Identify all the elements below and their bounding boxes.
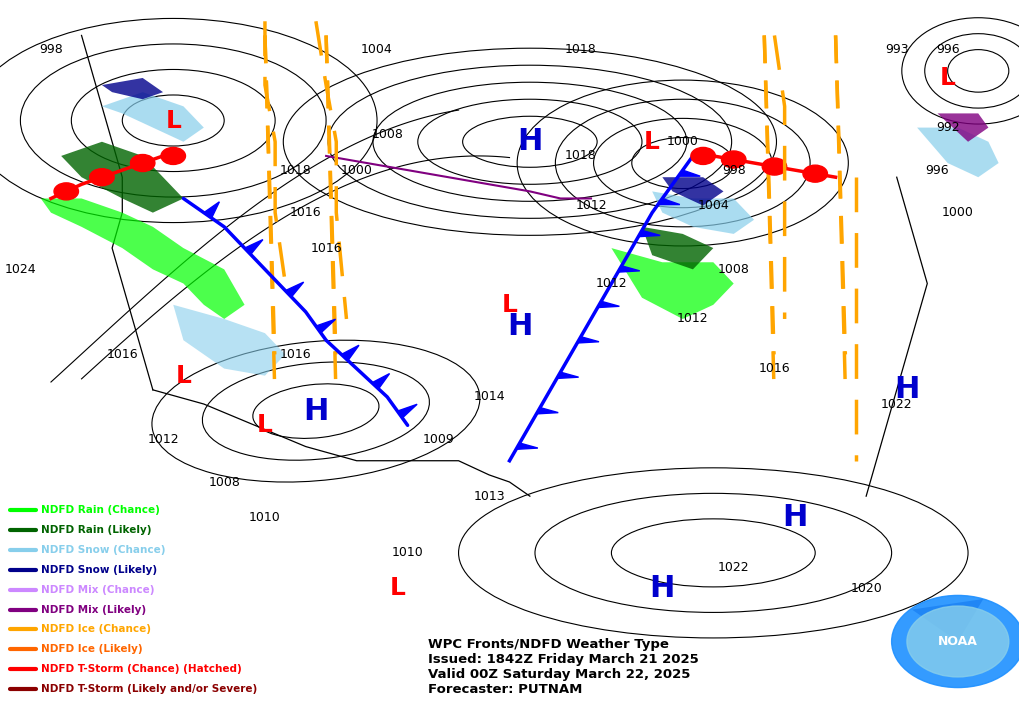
Polygon shape <box>204 201 219 218</box>
Text: 1010: 1010 <box>391 546 424 560</box>
Text: 1012: 1012 <box>595 277 628 290</box>
Polygon shape <box>285 282 304 297</box>
Text: 1018: 1018 <box>565 150 597 162</box>
Text: NDFD Ice (Likely): NDFD Ice (Likely) <box>41 644 143 654</box>
Polygon shape <box>937 113 988 142</box>
Text: L: L <box>175 364 192 387</box>
Circle shape <box>130 155 155 172</box>
Text: 1016: 1016 <box>106 348 139 361</box>
Polygon shape <box>516 443 538 449</box>
Circle shape <box>161 147 185 164</box>
Text: H: H <box>783 503 807 532</box>
Text: 1008: 1008 <box>208 476 240 488</box>
Text: L: L <box>257 413 273 437</box>
Polygon shape <box>662 177 723 206</box>
Text: 1016: 1016 <box>310 241 342 255</box>
Text: NDFD Mix (Chance): NDFD Mix (Chance) <box>41 585 154 595</box>
Text: 1013: 1013 <box>473 490 505 503</box>
Text: WPC Fronts/NDFD Weather Type
Issued: 1842Z Friday March 21 2025
Valid 00Z Saturd: WPC Fronts/NDFD Weather Type Issued: 184… <box>428 638 699 696</box>
Circle shape <box>721 151 746 168</box>
Polygon shape <box>642 227 713 269</box>
Text: NDFD Snow (Chance): NDFD Snow (Chance) <box>41 545 165 555</box>
Text: L: L <box>940 66 956 90</box>
Polygon shape <box>102 92 204 142</box>
Text: 1020: 1020 <box>850 582 882 595</box>
Text: 1008: 1008 <box>371 128 404 141</box>
Text: NDFD Snow (Likely): NDFD Snow (Likely) <box>41 565 157 575</box>
Text: 1024: 1024 <box>4 263 37 276</box>
Text: 998: 998 <box>39 43 63 56</box>
Text: 998: 998 <box>721 164 746 177</box>
Polygon shape <box>341 345 359 360</box>
Polygon shape <box>577 337 599 343</box>
Text: NOAA: NOAA <box>937 635 978 648</box>
Polygon shape <box>173 305 285 376</box>
Text: 1018: 1018 <box>565 43 597 56</box>
Circle shape <box>90 169 114 186</box>
Text: 1010: 1010 <box>249 511 281 524</box>
Text: 1009: 1009 <box>422 433 454 446</box>
Polygon shape <box>397 404 417 418</box>
Text: 1016: 1016 <box>279 348 312 361</box>
Text: NDFD Ice (Chance): NDFD Ice (Chance) <box>41 624 151 634</box>
Text: L: L <box>501 293 518 317</box>
Text: H: H <box>518 127 542 156</box>
Polygon shape <box>679 170 700 176</box>
Polygon shape <box>556 372 579 379</box>
Polygon shape <box>316 319 335 333</box>
Circle shape <box>54 183 78 200</box>
Polygon shape <box>245 240 263 254</box>
Text: NDFD Mix (Likely): NDFD Mix (Likely) <box>41 604 146 614</box>
Text: 1008: 1008 <box>717 263 750 276</box>
Text: L: L <box>644 130 660 154</box>
Text: L: L <box>389 576 406 600</box>
Polygon shape <box>536 407 558 414</box>
Text: 1012: 1012 <box>575 199 607 212</box>
Text: NDFD Rain (Likely): NDFD Rain (Likely) <box>41 525 151 535</box>
Text: 996: 996 <box>935 43 960 56</box>
Text: H: H <box>895 375 919 404</box>
Polygon shape <box>618 266 640 272</box>
Text: 996: 996 <box>925 164 950 177</box>
Text: H: H <box>650 574 675 603</box>
Circle shape <box>907 606 1009 677</box>
Text: 993: 993 <box>884 43 909 56</box>
Text: 1016: 1016 <box>758 362 791 375</box>
Text: L: L <box>165 108 181 132</box>
Polygon shape <box>372 374 389 389</box>
Polygon shape <box>611 248 734 319</box>
Text: 1000: 1000 <box>942 206 974 219</box>
Text: 1016: 1016 <box>289 206 322 219</box>
Circle shape <box>762 158 787 175</box>
Text: 1014: 1014 <box>473 390 505 404</box>
Polygon shape <box>917 127 999 177</box>
Text: NDFD Rain (Chance): NDFD Rain (Chance) <box>41 506 160 515</box>
Text: NDFD T-Storm (Likely and/or Severe): NDFD T-Storm (Likely and/or Severe) <box>41 684 257 694</box>
Polygon shape <box>597 301 620 308</box>
Polygon shape <box>652 192 754 234</box>
Text: 1004: 1004 <box>361 43 393 56</box>
Polygon shape <box>638 231 660 236</box>
Text: 1012: 1012 <box>677 313 709 325</box>
Text: 1018: 1018 <box>279 164 312 177</box>
Text: H: H <box>304 397 328 426</box>
Text: 1022: 1022 <box>880 397 913 411</box>
Text: 992: 992 <box>935 121 960 134</box>
Text: 1022: 1022 <box>717 560 750 574</box>
Text: 1012: 1012 <box>147 433 179 446</box>
Polygon shape <box>41 199 245 319</box>
Text: 1004: 1004 <box>697 199 730 212</box>
Polygon shape <box>658 199 680 204</box>
Polygon shape <box>61 142 183 213</box>
Text: 1000: 1000 <box>666 135 699 148</box>
Text: H: H <box>507 312 532 340</box>
Circle shape <box>691 147 715 164</box>
Circle shape <box>803 165 827 182</box>
Polygon shape <box>912 599 983 642</box>
Polygon shape <box>102 78 163 99</box>
Text: NDFD T-Storm (Chance) (Hatched): NDFD T-Storm (Chance) (Hatched) <box>41 664 242 674</box>
Circle shape <box>892 595 1019 688</box>
Text: 1000: 1000 <box>340 164 373 177</box>
